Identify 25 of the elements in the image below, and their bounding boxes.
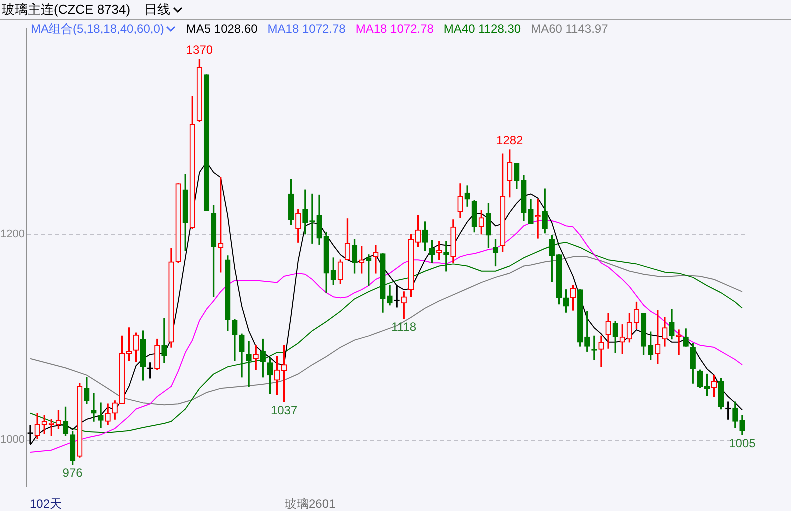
text: MA40 1128.30 [444, 21, 522, 38]
candlestick [246, 341, 252, 387]
annotation: 1037 [270, 403, 298, 418]
y-tick-label: 1200 [0, 228, 25, 240]
text: 玻璃2601 [285, 496, 336, 511]
annotation: 1370 [186, 42, 214, 57]
candlestick [310, 194, 316, 244]
text: MA60 1143.97 [531, 21, 608, 38]
legend-label: MA18 1072.78 [268, 21, 346, 38]
candlestick [162, 318, 168, 364]
legend-title: MA组合(5,18,18,40,60,0) [31, 22, 164, 36]
annotation: 1005 [729, 436, 756, 450]
text: 102天 [30, 496, 62, 511]
annotation: 1282 [496, 133, 524, 148]
chart-title: 玻璃主连(CZCE 8734) [2, 2, 131, 17]
candlestick [598, 336, 604, 368]
annotation: 1118 [392, 320, 417, 334]
candlestick [98, 402, 104, 428]
y-tick-label: 1000 [0, 434, 25, 446]
annotation: 976 [62, 466, 84, 480]
candlestick [373, 245, 379, 274]
text: MA5 1028.60 [186, 21, 258, 38]
candlestick [91, 393, 97, 422]
chart-subtitle: 日线 [144, 2, 171, 17]
text: MA18 1072.78 [356, 21, 434, 38]
